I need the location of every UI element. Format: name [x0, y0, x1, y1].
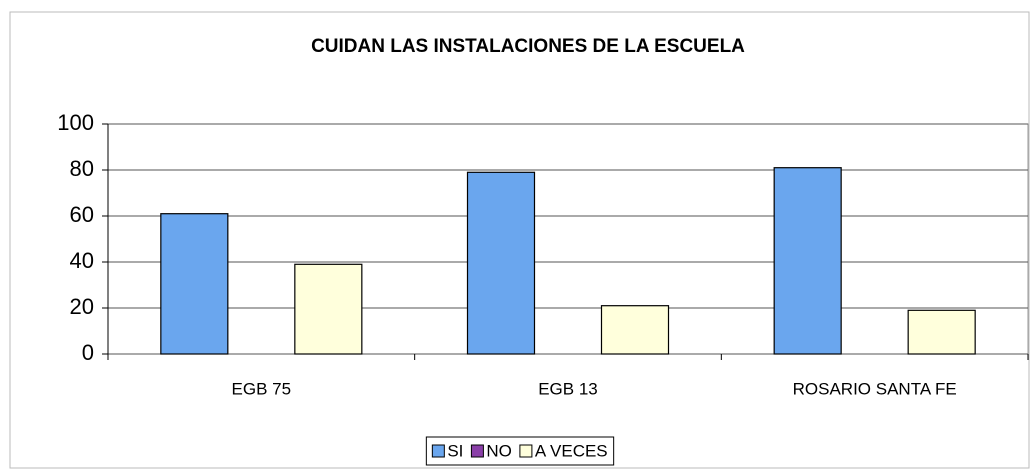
x-tick-label: EGB 13	[538, 379, 598, 398]
bar	[160, 213, 229, 355]
bar	[466, 171, 536, 355]
x-tick-label: EGB 75	[232, 379, 292, 398]
chart-title: CUIDAN LAS INSTALACIONES DE LA ESCUELA	[311, 36, 745, 57]
legend-swatch	[519, 444, 533, 458]
legend-swatch	[431, 444, 445, 458]
y-tick-label: 40	[70, 248, 94, 273]
y-tick-label: 60	[70, 202, 94, 227]
legend-label: NO	[486, 441, 512, 460]
y-tick-label: 0	[82, 340, 94, 365]
bar	[773, 167, 842, 355]
legend-label: SI	[447, 441, 463, 460]
legend-swatch	[470, 444, 484, 458]
x-tick-label: ROSARIO SANTA FE	[793, 379, 957, 398]
bar	[294, 263, 363, 355]
y-tick-label: 20	[70, 294, 94, 319]
bar	[600, 305, 670, 355]
y-tick-label: 80	[70, 156, 94, 181]
y-tick-label: 100	[57, 110, 94, 135]
bar	[907, 309, 976, 355]
legend-label: A VECES	[535, 441, 608, 460]
